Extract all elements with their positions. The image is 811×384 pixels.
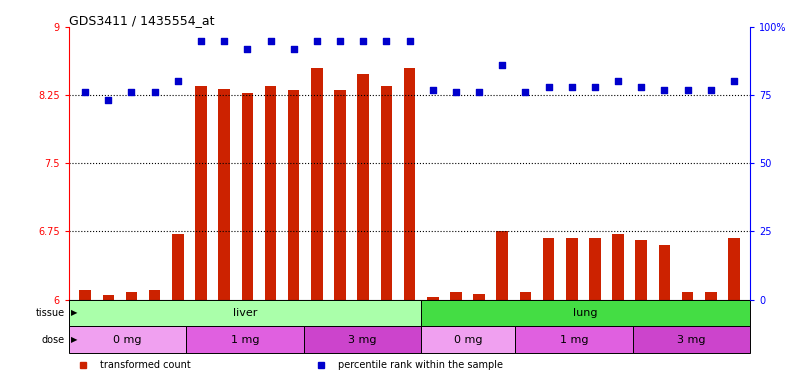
Bar bbox=[264, 86, 277, 300]
Bar bbox=[450, 292, 461, 300]
Text: 1 mg: 1 mg bbox=[560, 335, 588, 345]
Bar bbox=[421, 326, 515, 353]
Bar bbox=[334, 91, 345, 300]
Point bbox=[79, 89, 92, 95]
Text: dose: dose bbox=[41, 335, 65, 345]
Point bbox=[704, 86, 717, 93]
Bar bbox=[102, 295, 114, 300]
Point bbox=[519, 89, 532, 95]
Bar bbox=[705, 292, 717, 300]
Bar bbox=[187, 326, 304, 353]
Point bbox=[311, 38, 324, 44]
Point bbox=[171, 78, 184, 84]
Point bbox=[658, 86, 671, 93]
Bar bbox=[79, 290, 91, 300]
Point bbox=[403, 38, 416, 44]
Bar bbox=[421, 300, 750, 326]
Text: 0 mg: 0 mg bbox=[114, 335, 142, 345]
Point bbox=[264, 38, 277, 44]
Bar bbox=[728, 238, 740, 300]
Text: lung: lung bbox=[573, 308, 598, 318]
Bar bbox=[612, 234, 624, 300]
Bar bbox=[427, 297, 439, 300]
Bar bbox=[69, 300, 421, 326]
Bar bbox=[589, 238, 601, 300]
Point bbox=[357, 38, 370, 44]
Bar bbox=[380, 86, 393, 300]
Bar bbox=[69, 326, 187, 353]
Bar bbox=[474, 294, 485, 300]
Text: 3 mg: 3 mg bbox=[348, 335, 377, 345]
Bar bbox=[682, 292, 693, 300]
Point bbox=[125, 89, 138, 95]
Bar bbox=[404, 68, 415, 300]
Bar bbox=[358, 74, 369, 300]
Point bbox=[473, 89, 486, 95]
Point bbox=[427, 86, 440, 93]
Point bbox=[635, 84, 648, 90]
Point bbox=[380, 38, 393, 44]
Bar bbox=[288, 91, 299, 300]
Text: 0 mg: 0 mg bbox=[454, 335, 483, 345]
Point bbox=[449, 89, 462, 95]
Bar bbox=[515, 326, 633, 353]
Bar bbox=[218, 89, 230, 300]
Bar bbox=[242, 93, 253, 300]
Bar bbox=[172, 234, 183, 300]
Point bbox=[287, 46, 300, 52]
Point bbox=[496, 62, 508, 68]
Text: 1 mg: 1 mg bbox=[231, 335, 260, 345]
Point bbox=[102, 98, 115, 104]
Bar bbox=[126, 292, 137, 300]
Point bbox=[565, 84, 578, 90]
Point bbox=[542, 84, 555, 90]
Point bbox=[611, 78, 624, 84]
Bar bbox=[149, 290, 161, 300]
Point bbox=[727, 78, 740, 84]
Bar bbox=[195, 86, 207, 300]
Point bbox=[217, 38, 230, 44]
Bar bbox=[543, 238, 555, 300]
Point bbox=[681, 86, 694, 93]
Point bbox=[241, 46, 254, 52]
Text: ▶: ▶ bbox=[71, 335, 77, 344]
Point bbox=[195, 38, 208, 44]
Bar bbox=[633, 326, 750, 353]
Point bbox=[589, 84, 602, 90]
Point bbox=[333, 38, 346, 44]
Text: percentile rank within the sample: percentile rank within the sample bbox=[338, 360, 503, 371]
Bar bbox=[496, 231, 508, 300]
Text: tissue: tissue bbox=[36, 308, 65, 318]
Text: GDS3411 / 1435554_at: GDS3411 / 1435554_at bbox=[69, 14, 214, 27]
Bar bbox=[304, 326, 421, 353]
Bar bbox=[636, 240, 647, 300]
Text: transformed count: transformed count bbox=[100, 360, 191, 371]
Bar bbox=[311, 68, 323, 300]
Bar bbox=[566, 238, 577, 300]
Text: 3 mg: 3 mg bbox=[677, 335, 706, 345]
Bar bbox=[520, 292, 531, 300]
Point bbox=[148, 89, 161, 95]
Bar bbox=[659, 245, 670, 300]
Text: liver: liver bbox=[233, 308, 257, 318]
Text: ▶: ▶ bbox=[71, 308, 77, 318]
